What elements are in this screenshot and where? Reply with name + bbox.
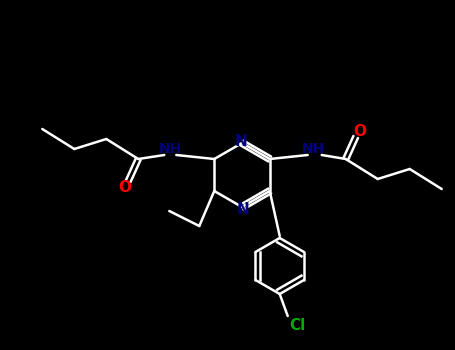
Text: NH: NH [302, 142, 325, 156]
Text: Cl: Cl [289, 318, 306, 334]
Text: O: O [118, 180, 131, 195]
Text: NH: NH [159, 142, 182, 156]
Text: O: O [353, 124, 366, 139]
Text: N: N [235, 134, 248, 149]
Text: N: N [237, 202, 249, 217]
